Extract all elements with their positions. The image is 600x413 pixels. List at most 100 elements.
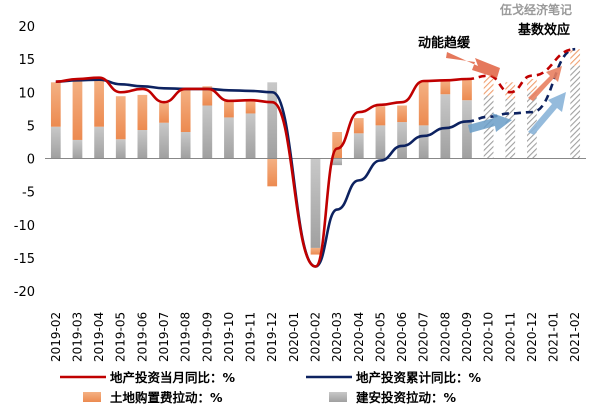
bar-land [462,78,472,101]
bar-construction [418,125,429,159]
y-tick-label: 15 [18,53,35,68]
bar-land [267,158,278,187]
bar-land [180,87,191,132]
bar-land [440,80,451,95]
x-tick-label: 2019-10 [222,312,236,362]
line-cumulative [55,78,468,268]
bar-land [505,82,516,99]
x-tick-label: 2020-07 [417,312,431,362]
bar-land [94,79,104,127]
bar-construction [310,158,321,248]
bar-construction [159,122,169,159]
x-tick-label: 2019-09 [200,312,214,362]
x-tick-label: 2019-05 [114,312,128,362]
bar-construction [94,126,104,159]
annotation-momentum: 动能趋缓 [418,35,471,51]
bar-construction [245,113,256,159]
x-tick-label: 2019-11 [244,312,258,362]
y-tick-label: -10 [14,219,35,234]
x-tick-label: 2019-07 [157,312,171,362]
blue-arrow-left [468,113,512,133]
y-tick-label: 10 [18,86,35,101]
y-axis-ticks: -20 -15 -10 -5 0 5 10 15 20 [14,20,35,300]
x-tick-label: 2020-09 [460,312,474,362]
line-monthly [55,76,467,268]
bar-construction [202,105,213,159]
bar-land [202,86,213,106]
bar-construction [397,122,407,159]
bar-land [159,102,169,123]
watermark: 伍戈经济笔记 [499,2,572,17]
trend-arrows [446,52,566,135]
bar-land [245,101,256,114]
x-tick-label: 2019-12 [265,312,279,362]
bar-construction [527,92,537,159]
x-tick-label: 2019-02 [49,312,63,362]
x-tick-label: 2019-04 [92,312,106,362]
bar-land [397,105,407,123]
bar-construction [180,132,191,159]
bar-construction [72,139,83,159]
bar-land [418,80,429,126]
legend-swatch-land [83,392,101,402]
bar-construction [224,117,234,159]
legend-swatch-construction [329,392,347,402]
x-tick-label: 2020-08 [438,312,452,362]
bar-construction [267,82,278,159]
bar-construction [50,126,61,159]
red-arrow-right [528,66,562,101]
bar-construction [375,125,386,159]
bar-land [483,75,494,96]
bar-construction [570,65,581,159]
line-cumulative-forecast [466,47,576,123]
bar-construction [353,133,364,159]
x-tick-label: 2020-01 [287,312,301,362]
legend-label-cumulative: 地产投资累计同比：% [356,370,482,385]
bar-land [332,132,343,159]
x-tick-label: 2021-01 [547,312,561,362]
x-tick-label: 2019-08 [179,312,193,362]
bar-construction [462,100,472,159]
x-tick-label: 2019-03 [70,312,84,362]
x-axis-ticks: 2019-02 2019-03 2019-04 2019-05 2019-06 2019-… [49,312,582,362]
bar-land [375,106,386,126]
x-tick-label: 2020-05 [373,312,387,362]
line-monthly-forecast [466,47,576,94]
red-arrow-left [446,52,500,78]
x-tick-label: 2020-03 [330,312,344,362]
bar-construction [505,98,516,159]
lines [55,47,576,268]
y-tick-label: -5 [22,186,35,201]
y-tick-label: -15 [14,252,35,267]
legend: 地产投资当月同比：% 地产投资累计同比：% 土地购置费拉动：% 建安投资拉动：% [60,370,482,405]
x-tick-label: 2020-10 [482,312,496,362]
bar-land [137,94,148,131]
x-tick-label: 2020-02 [309,312,323,362]
bar-construction [115,139,126,159]
x-tick-label: 2021-02 [568,312,582,362]
bar-construction [332,158,343,166]
bar-land [310,247,321,255]
bar-construction [137,130,148,159]
legend-label-construction: 建安投资拉动：% [356,390,457,405]
bar-land [224,99,234,118]
bar-construction [440,94,451,159]
y-tick-label: 20 [18,20,35,35]
bars [50,49,581,255]
x-tick-label: 2020-04 [352,312,366,362]
bar-land [527,79,537,93]
bar-land [50,82,61,127]
legend-label-monthly: 地产投资当月同比：% [110,370,236,385]
legend-label-land: 土地购置费拉动：% [110,390,223,405]
y-tick-label: -20 [14,285,35,300]
x-tick-label: 2019-06 [135,312,149,362]
bar-land [72,79,83,140]
x-tick-label: 2020-06 [395,312,409,362]
annotation-base-effect: 基数效应 [517,22,570,38]
bar-land [115,96,126,140]
x-tick-label: 2020-12 [525,312,539,362]
y-tick-label: 0 [27,153,35,168]
blue-arrow-right [528,92,566,135]
y-tick-label: 5 [27,119,35,134]
